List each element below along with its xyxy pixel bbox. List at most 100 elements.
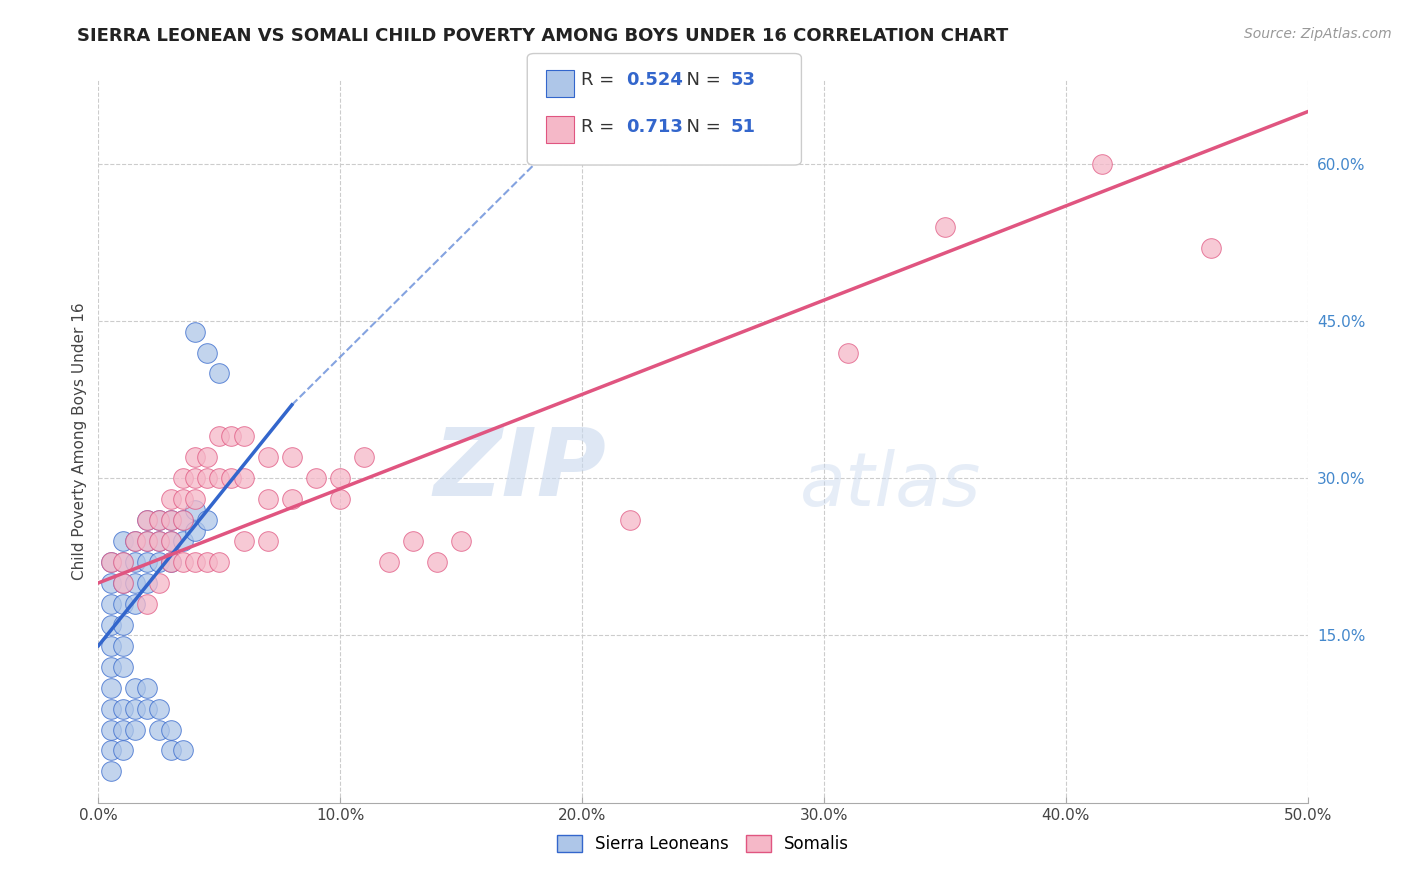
Point [172,555,194,569]
Text: 51: 51 [731,118,756,136]
Point [208,471,231,485]
Point [195,345,218,359]
Point [100,555,122,569]
Point [1199,241,1222,255]
Point [232,534,254,549]
Point [195,450,218,465]
Point [195,555,218,569]
Point [135,534,157,549]
Point [148,534,170,549]
Point [111,743,134,757]
Point [256,450,278,465]
Point [208,555,231,569]
Point [195,513,218,527]
Point [111,575,134,590]
Text: 53: 53 [731,71,756,89]
Point [148,701,170,715]
Point [208,367,231,381]
Point [148,723,170,737]
Point [256,534,278,549]
Point [111,723,134,737]
Point [184,555,207,569]
Point [100,681,122,695]
Text: Source: ZipAtlas.com: Source: ZipAtlas.com [1244,27,1392,41]
Point [124,723,146,737]
Point [100,701,122,715]
Point [184,450,207,465]
Point [135,597,157,611]
Point [172,492,194,507]
Text: R =: R = [581,71,620,89]
Point [160,534,183,549]
Point [160,743,183,757]
Point [172,471,194,485]
Point [837,345,859,359]
Point [100,723,122,737]
Point [195,471,218,485]
Point [111,617,134,632]
Point [135,575,157,590]
Point [184,325,207,339]
Point [329,492,352,507]
Point [184,492,207,507]
Point [124,555,146,569]
Point [111,659,134,673]
Point [160,555,183,569]
Point [232,429,254,443]
Point [111,701,134,715]
Point [160,555,183,569]
Point [256,492,278,507]
Point [221,471,243,485]
Point [172,534,194,549]
Point [135,701,157,715]
Point [353,450,375,465]
Point [172,743,194,757]
Legend: Sierra Leoneans, Somalis: Sierra Leoneans, Somalis [550,828,856,860]
Point [160,513,183,527]
Point [111,555,134,569]
Point [377,555,399,569]
Point [148,534,170,549]
Text: N =: N = [675,118,727,136]
Point [100,743,122,757]
Point [172,513,194,527]
Point [160,723,183,737]
Point [329,471,352,485]
Point [148,513,170,527]
Point [232,471,254,485]
Point [100,617,122,632]
Text: 0.713: 0.713 [626,118,682,136]
Point [305,471,328,485]
Point [135,534,157,549]
Text: atlas: atlas [800,449,981,521]
Point [184,502,207,516]
Point [100,555,122,569]
Point [135,513,157,527]
Point [184,524,207,538]
Point [124,575,146,590]
Point [135,513,157,527]
Point [111,575,134,590]
Point [111,534,134,549]
Point [124,534,146,549]
Point [281,450,304,465]
Text: ZIP: ZIP [433,425,606,516]
Point [184,471,207,485]
Point [100,659,122,673]
Point [111,555,134,569]
Point [135,555,157,569]
Point [100,575,122,590]
Point [172,513,194,527]
Point [221,429,243,443]
Point [124,681,146,695]
Y-axis label: Child Poverty Among Boys Under 16: Child Poverty Among Boys Under 16 [72,302,87,581]
Text: SIERRA LEONEAN VS SOMALI CHILD POVERTY AMONG BOYS UNDER 16 CORRELATION CHART: SIERRA LEONEAN VS SOMALI CHILD POVERTY A… [77,27,1008,45]
Point [160,534,183,549]
Point [148,513,170,527]
Point [148,555,170,569]
Point [124,597,146,611]
Point [124,534,146,549]
Point [100,764,122,779]
Text: N =: N = [675,71,727,89]
Point [111,639,134,653]
